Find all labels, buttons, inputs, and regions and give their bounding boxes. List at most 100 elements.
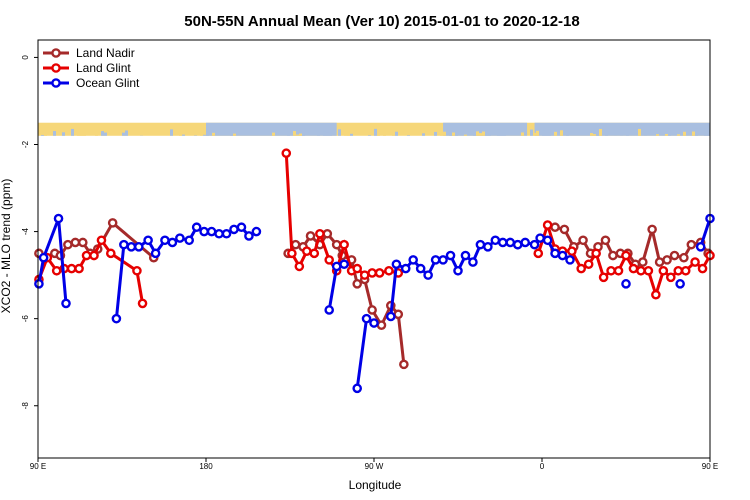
- data-point: [96, 235, 107, 246]
- data-point: [453, 265, 463, 276]
- data-point: [557, 250, 568, 261]
- legend-marker: [51, 48, 61, 58]
- data-point: [384, 265, 394, 276]
- data-point: [415, 263, 426, 274]
- data-point: [361, 313, 372, 324]
- data-point: [74, 263, 84, 274]
- chart-title: 50N-55N Annual Mean (Ver 10) 2015-01-01 …: [184, 13, 579, 30]
- data-point: [675, 279, 685, 289]
- band-texture: [485, 130, 488, 136]
- band-texture: [383, 130, 386, 136]
- data-point: [70, 237, 81, 248]
- data-point: [490, 235, 501, 246]
- band-texture: [122, 132, 125, 136]
- band-texture: [677, 134, 680, 136]
- band-texture: [203, 134, 206, 136]
- band-texture: [44, 132, 47, 136]
- data-point: [559, 224, 570, 235]
- band-texture: [272, 132, 275, 136]
- data-point: [686, 239, 697, 250]
- band-texture: [71, 128, 74, 136]
- band-texture: [605, 129, 608, 136]
- legend-item: Land Glint: [43, 61, 131, 75]
- data-point: [529, 239, 540, 250]
- data-point: [408, 255, 419, 265]
- band-texture: [590, 133, 593, 136]
- band-texture: [206, 131, 209, 136]
- data-point: [445, 250, 456, 261]
- band-texture: [293, 131, 296, 136]
- data-point: [137, 298, 148, 309]
- data-point: [339, 239, 349, 250]
- series-layer: [34, 148, 715, 394]
- data-point: [636, 265, 646, 276]
- data-point: [520, 237, 531, 248]
- band-texture: [449, 135, 452, 136]
- data-point: [658, 265, 669, 276]
- band-texture: [326, 132, 329, 136]
- data-point: [423, 270, 433, 280]
- band-texture: [473, 129, 476, 136]
- data-point: [367, 268, 377, 278]
- data-point: [690, 257, 700, 267]
- data-point: [680, 265, 691, 276]
- data-point: [598, 272, 609, 283]
- band-texture: [497, 129, 500, 136]
- data-point: [150, 248, 161, 259]
- data-point: [63, 239, 73, 250]
- band-texture: [179, 129, 182, 136]
- band-texture: [338, 129, 341, 136]
- data-point: [369, 318, 379, 328]
- band-texture: [443, 131, 446, 136]
- data-point: [565, 255, 575, 265]
- data-point: [438, 255, 448, 265]
- band-texture: [296, 134, 299, 136]
- data-point: [78, 237, 88, 248]
- band-texture: [521, 132, 524, 136]
- data-point: [497, 237, 508, 248]
- data-point: [294, 261, 305, 272]
- data-point: [133, 242, 144, 252]
- data-point: [628, 263, 639, 274]
- band-texture: [638, 128, 641, 136]
- x-tick-label: 90 E: [30, 462, 46, 471]
- data-point: [576, 263, 587, 274]
- data-point: [251, 226, 262, 237]
- data-point: [542, 235, 553, 246]
- band-texture: [455, 135, 458, 136]
- band-texture: [125, 130, 128, 136]
- band-texture: [704, 133, 707, 136]
- band-texture: [533, 132, 536, 136]
- x-tick-label: 180: [199, 462, 213, 471]
- band-texture: [464, 134, 467, 136]
- data-point: [533, 248, 544, 259]
- data-point: [468, 257, 478, 267]
- data-point: [608, 250, 618, 261]
- data-point: [301, 246, 312, 256]
- data-point: [206, 226, 217, 237]
- data-point: [324, 255, 335, 265]
- data-point: [352, 279, 363, 289]
- data-point: [352, 263, 363, 274]
- data-point: [666, 272, 676, 283]
- data-point: [61, 298, 71, 309]
- y-tick-label: 0: [21, 55, 30, 60]
- band-texture: [101, 131, 104, 136]
- data-point: [244, 231, 254, 241]
- data-point: [669, 250, 680, 261]
- data-point: [322, 228, 333, 239]
- data-point: [567, 246, 577, 256]
- series-line: [699, 218, 712, 248]
- x-axis-label: Longitude: [349, 478, 402, 492]
- data-point: [621, 279, 631, 289]
- band-texture: [407, 135, 410, 136]
- y-tick-label: -8: [21, 402, 30, 410]
- band-texture: [545, 133, 548, 136]
- data-point: [107, 218, 118, 228]
- legend-item: Ocean Glint: [43, 76, 140, 90]
- band-texture: [530, 129, 533, 136]
- data-point: [651, 289, 661, 300]
- x-tick-label: 90 E: [702, 462, 718, 471]
